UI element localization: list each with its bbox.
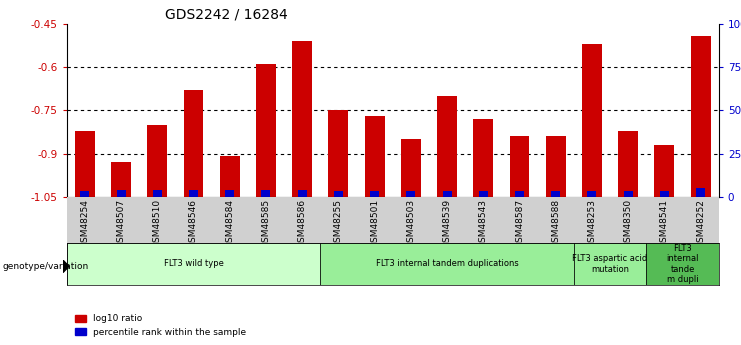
Bar xyxy=(80,191,89,197)
Bar xyxy=(292,41,312,197)
Text: GSM48584: GSM48584 xyxy=(225,199,234,248)
Bar xyxy=(660,191,669,197)
Text: GSM48507: GSM48507 xyxy=(116,199,125,248)
Text: FLT3 wild type: FLT3 wild type xyxy=(164,259,224,268)
Bar xyxy=(147,125,167,197)
Text: GSM48510: GSM48510 xyxy=(153,199,162,248)
Text: GSM48253: GSM48253 xyxy=(588,199,597,248)
Bar xyxy=(551,191,560,197)
Bar xyxy=(624,191,633,197)
Bar xyxy=(67,243,320,285)
Text: GSM48588: GSM48588 xyxy=(551,199,560,248)
Text: GSM48539: GSM48539 xyxy=(442,199,451,248)
Bar xyxy=(262,190,270,197)
Bar xyxy=(401,139,421,197)
Text: GSM48586: GSM48586 xyxy=(298,199,307,248)
Bar xyxy=(225,190,234,197)
Text: FLT3 aspartic acid
mutation: FLT3 aspartic acid mutation xyxy=(573,254,648,274)
Bar xyxy=(473,119,494,197)
Bar xyxy=(370,191,379,197)
Bar xyxy=(582,44,602,197)
Bar xyxy=(618,130,638,197)
Bar xyxy=(153,190,162,197)
Bar xyxy=(437,96,457,197)
Bar xyxy=(654,145,674,197)
Bar xyxy=(406,191,415,197)
Text: GSM48541: GSM48541 xyxy=(660,199,669,248)
Text: GSM48503: GSM48503 xyxy=(406,199,416,248)
Text: GSM48254: GSM48254 xyxy=(80,199,90,248)
Text: GSM48587: GSM48587 xyxy=(515,199,524,248)
Bar xyxy=(574,243,646,285)
Polygon shape xyxy=(63,260,69,273)
Bar xyxy=(691,36,711,197)
Bar xyxy=(189,190,198,197)
Text: GDS2242 / 16284: GDS2242 / 16284 xyxy=(165,8,288,22)
Text: GSM48350: GSM48350 xyxy=(624,199,633,248)
Text: GSM48501: GSM48501 xyxy=(370,199,379,248)
Text: GSM48252: GSM48252 xyxy=(696,199,705,248)
Bar xyxy=(298,190,307,197)
Bar xyxy=(510,136,530,197)
Text: GSM48255: GSM48255 xyxy=(334,199,343,248)
Bar xyxy=(365,116,385,197)
Bar xyxy=(697,188,705,197)
Bar xyxy=(220,156,239,197)
Bar xyxy=(334,191,343,197)
Bar xyxy=(184,90,204,197)
Text: GSM48585: GSM48585 xyxy=(262,199,270,248)
Text: FLT3 internal tandem duplications: FLT3 internal tandem duplications xyxy=(376,259,519,268)
Bar xyxy=(116,190,125,197)
Bar xyxy=(111,162,131,197)
Bar xyxy=(256,65,276,197)
Bar xyxy=(588,191,597,197)
Text: GSM48543: GSM48543 xyxy=(479,199,488,248)
Bar xyxy=(442,191,451,197)
Text: GSM48546: GSM48546 xyxy=(189,199,198,248)
Bar xyxy=(546,136,565,197)
Bar xyxy=(479,191,488,197)
Bar xyxy=(320,243,574,285)
Legend: log10 ratio, percentile rank within the sample: log10 ratio, percentile rank within the … xyxy=(71,311,250,341)
Bar xyxy=(515,191,524,197)
Text: FLT3
internal
tande
m dupli: FLT3 internal tande m dupli xyxy=(666,244,699,284)
Text: genotype/variation: genotype/variation xyxy=(2,262,88,271)
Bar xyxy=(75,130,95,197)
Bar xyxy=(328,110,348,197)
Bar xyxy=(646,243,719,285)
